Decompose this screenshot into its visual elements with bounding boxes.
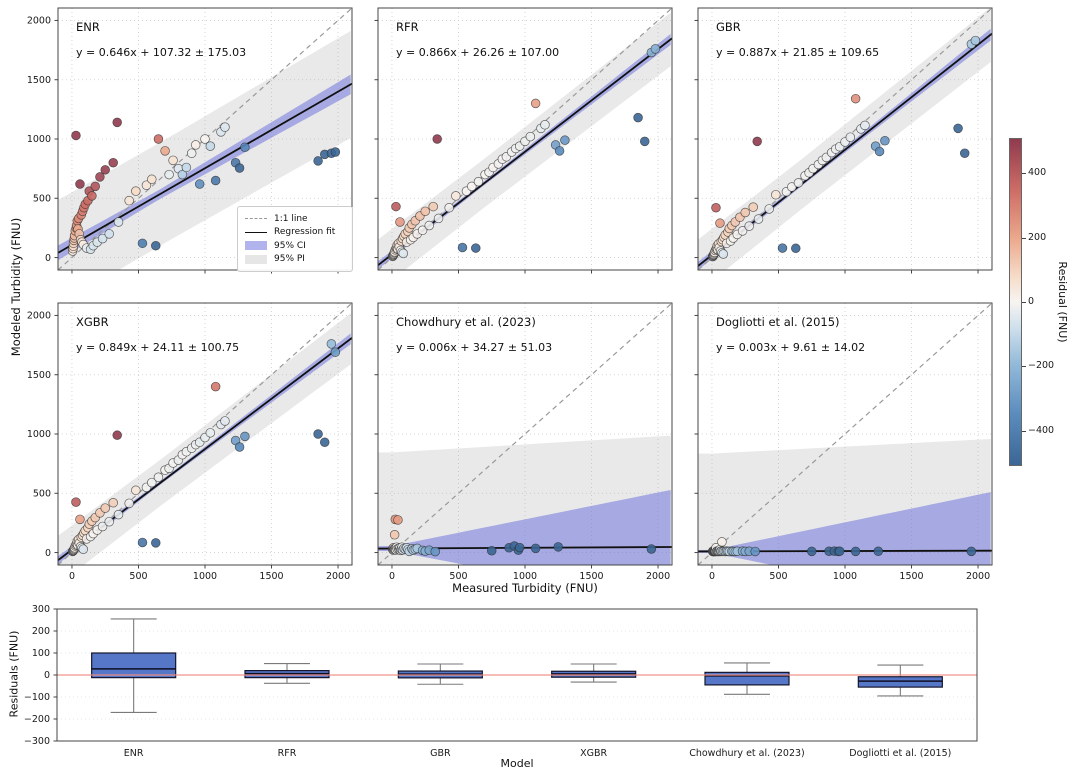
colorbar-tick-label: 400 [1028,167,1047,179]
panel-equation-xgbr: y = 0.849x + 24.11 ± 100.75 [76,341,240,354]
svg-text:1000: 1000 [27,429,51,440]
svg-text:0: 0 [709,571,715,582]
svg-text:Dogliotti et al. (2015): Dogliotti et al. (2015) [849,748,951,759]
svg-text:500: 500 [769,571,787,582]
colorbar-tick-mark [1022,430,1026,432]
colorbar-tick-label: 200 [1028,231,1047,243]
svg-text:1500: 1500 [27,370,51,381]
x-axis-label-boxplot: Model [500,757,534,770]
y-axis-label-boxplot: Residuals (FNU) [7,630,21,718]
dogliotti-scatter-plot: 0 500 1000 1500 2000 [694,302,993,582]
svg-text:1500: 1500 [899,571,923,582]
svg-text:0: 0 [389,571,395,582]
colorbar-tick-mark [1022,173,1026,175]
residual-colorbar [1009,138,1022,466]
identity-line-swatch [245,214,267,223]
panel-equation-rfr: y = 0.866x + 26.26 ± 107.00 [396,46,560,59]
svg-text:1500: 1500 [27,75,51,86]
svg-text:1500: 1500 [259,571,283,582]
svg-text:1000: 1000 [193,571,217,582]
svg-text:0: 0 [45,253,51,264]
colorbar-tick-label: −400 [1028,424,1055,436]
x-axis-label-scatter: Measured Turbidity (FNU) [452,581,598,595]
panel-title-rfr: RFR [396,20,419,34]
enr-scatter-plot: 0 500 1000 1500 2000 [27,7,353,274]
panel-equation-gbr: y = 0.887x + 21.85 ± 109.65 [716,46,880,59]
legend-item-pi: 95% PI [245,253,345,267]
svg-text:ENR: ENR [124,748,144,759]
colorbar-label: Residual (FNU) [1056,261,1069,343]
panel-title-gbr: GBR [716,20,741,34]
svg-text:Chowdhury et al. (2023): Chowdhury et al. (2023) [689,748,805,759]
panel-title-dogliotti: Dogliotti et al. (2015) [716,315,840,329]
panel-equation-chowdhury: y = 0.006x + 34.27 ± 51.03 [396,341,553,354]
panel-title-chowdhury: Chowdhury et al. (2023) [396,315,536,329]
svg-text:−300: −300 [24,736,50,747]
svg-text:1000: 1000 [513,571,537,582]
panel-title-xgbr: XGBR [76,315,109,329]
colorbar-tick-mark [1022,237,1026,239]
xgbr-scatter-plot: 0 500 1000 1500 2000 0 500 1000 1500 2000 [27,302,353,582]
svg-text:1000: 1000 [27,134,51,145]
svg-text:500: 500 [33,193,51,204]
svg-text:−200: −200 [24,714,50,725]
legend-label: 1:1 line [274,213,308,224]
svg-text:500: 500 [33,488,51,499]
svg-text:RFR: RFR [278,748,297,759]
chowdhury-scatter-plot: 0 500 1000 1500 2000 [374,302,673,582]
svg-text:2000: 2000 [27,16,51,27]
colorbar-tick-label: −200 [1028,360,1055,372]
panel-title-enr: ENR [76,20,100,34]
legend-label: 95% CI [274,240,306,251]
legend-label: Regression fit [274,227,336,238]
colorbar-tick-mark [1022,302,1026,303]
svg-text:0: 0 [69,571,75,582]
legend-item-ci: 95% CI [245,239,345,253]
svg-text:0: 0 [44,670,50,681]
svg-text:0: 0 [45,548,51,559]
rfr-scatter-plot [374,7,673,274]
svg-text:1000: 1000 [833,571,857,582]
y-axis-label-scatter: Modeled Turbidity (FNU) [9,217,23,357]
svg-text:200: 200 [32,626,50,637]
panel-equation-enr: y = 0.646x + 107.32 ± 175.03 [76,46,247,59]
svg-text:GBR: GBR [430,748,451,759]
svg-text:2000: 2000 [326,571,350,582]
svg-text:2000: 2000 [966,571,990,582]
legend-label: 95% PI [274,254,305,265]
pi-patch-swatch [245,254,267,264]
svg-text:2000: 2000 [27,311,51,322]
svg-text:300: 300 [32,604,50,615]
colorbar-tick-label: 0 [1028,296,1035,307]
panel-equation-dogliotti: y = 0.003x + 9.61 ± 14.02 [716,341,866,354]
legend-item-identity: 1:1 line [245,212,345,226]
gbr-scatter-plot [694,7,993,274]
ci-patch-swatch [245,241,267,251]
residuals-boxplot: ENR RFR GBR XGBR Chowdhury et al. (2023) Dogl… [24,604,978,759]
legend: 1:1 line Regression fit 95% CI 95% PI [237,206,353,272]
svg-text:XGBR: XGBR [580,748,607,759]
legend-item-regression: Regression fit [245,226,345,240]
colorbar-tick-mark [1022,366,1026,368]
svg-text:−100: −100 [24,692,50,703]
svg-text:100: 100 [32,648,50,659]
regression-line-swatch [245,228,267,237]
svg-text:2000: 2000 [646,571,670,582]
svg-text:1500: 1500 [579,571,603,582]
svg-text:500: 500 [449,571,467,582]
svg-text:500: 500 [129,571,147,582]
